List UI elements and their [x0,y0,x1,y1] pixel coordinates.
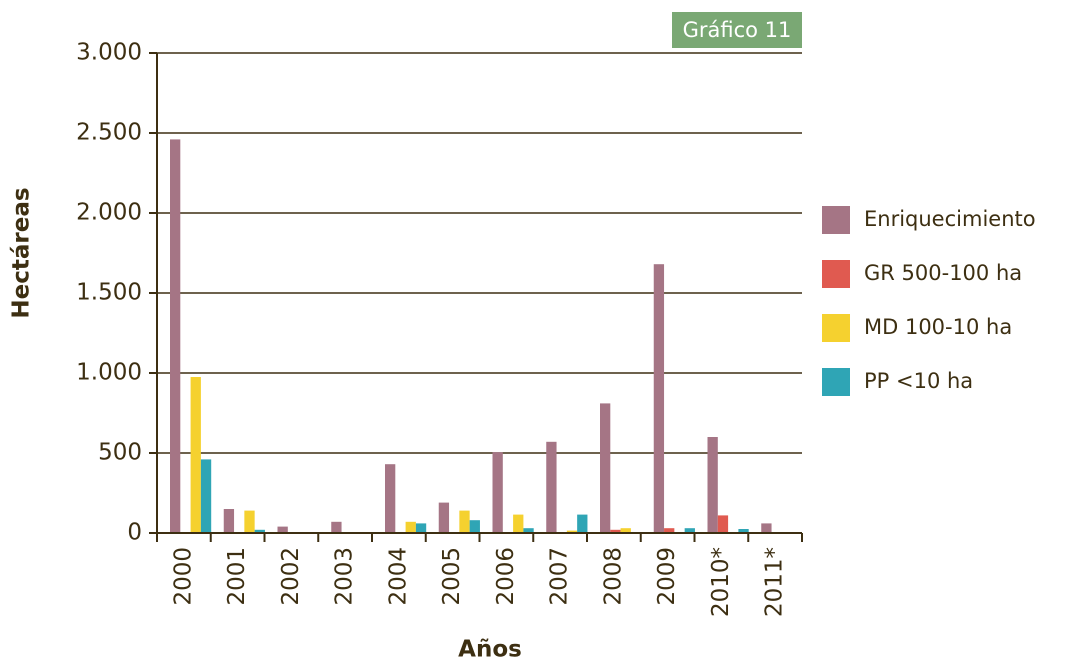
bar [664,528,675,533]
y-tick-label: 500 [98,440,142,466]
bar [523,528,534,533]
x-tick-label: 2011* [762,547,788,617]
x-tick-label: 2001 [224,547,250,606]
y-tick-label: 1.500 [76,280,142,306]
bar [600,403,611,533]
bar [717,515,729,533]
bar [244,510,255,533]
y-axis-title: Hectáreas [9,187,35,318]
x-tick-label: 2000 [170,547,196,606]
legend-swatch [822,206,850,234]
bar [620,528,631,533]
badge-box [672,12,802,48]
bar [566,530,578,533]
x-tick-label: 2005 [439,547,465,606]
y-tick-label: 2.500 [76,120,142,146]
bar [223,509,235,533]
bar [170,139,181,533]
bar [459,510,470,533]
bar [254,529,265,533]
x-tick-label: 2008 [600,547,626,606]
bar [653,264,665,533]
legend-swatch [822,314,850,342]
legend-swatch [822,260,850,288]
bar [610,529,621,533]
bar [577,514,588,533]
bar [190,377,201,533]
x-tick-label: 2010* [708,547,734,617]
bar [438,502,450,533]
x-tick-label: 2004 [385,547,411,606]
badge: Gráfico 11 [683,18,792,42]
bar [707,437,718,533]
bar [469,520,480,533]
legend-swatch [822,368,850,396]
bar [385,464,396,533]
y-tick-label: 3.000 [76,40,142,66]
y-tick-label: 1.000 [76,360,142,386]
bar [738,529,749,533]
legend-label: Enriquecimiento [864,207,1036,231]
x-tick-label: 2003 [332,547,358,606]
y-tick-label: 0 [127,520,142,546]
legend-label: PP <10 ha [864,369,973,393]
bar [492,452,503,533]
bar [546,441,557,533]
bar [513,514,524,533]
x-tick-label: 2002 [278,547,304,606]
bar [200,459,212,533]
bar [331,521,342,533]
legend-label: GR 500-100 ha [864,261,1022,285]
y-tick-label: 2.000 [76,200,142,226]
bar [405,521,416,533]
x-tick-label: 2006 [493,547,519,606]
x-tick-label: 2007 [547,547,573,606]
bar [277,526,288,533]
bar [415,523,427,533]
bar [684,528,695,533]
bar [761,523,772,533]
legend-label: MD 100-10 ha [864,315,1012,339]
x-tick-label: 2009 [654,547,680,606]
x-axis-title: Años [458,637,522,663]
